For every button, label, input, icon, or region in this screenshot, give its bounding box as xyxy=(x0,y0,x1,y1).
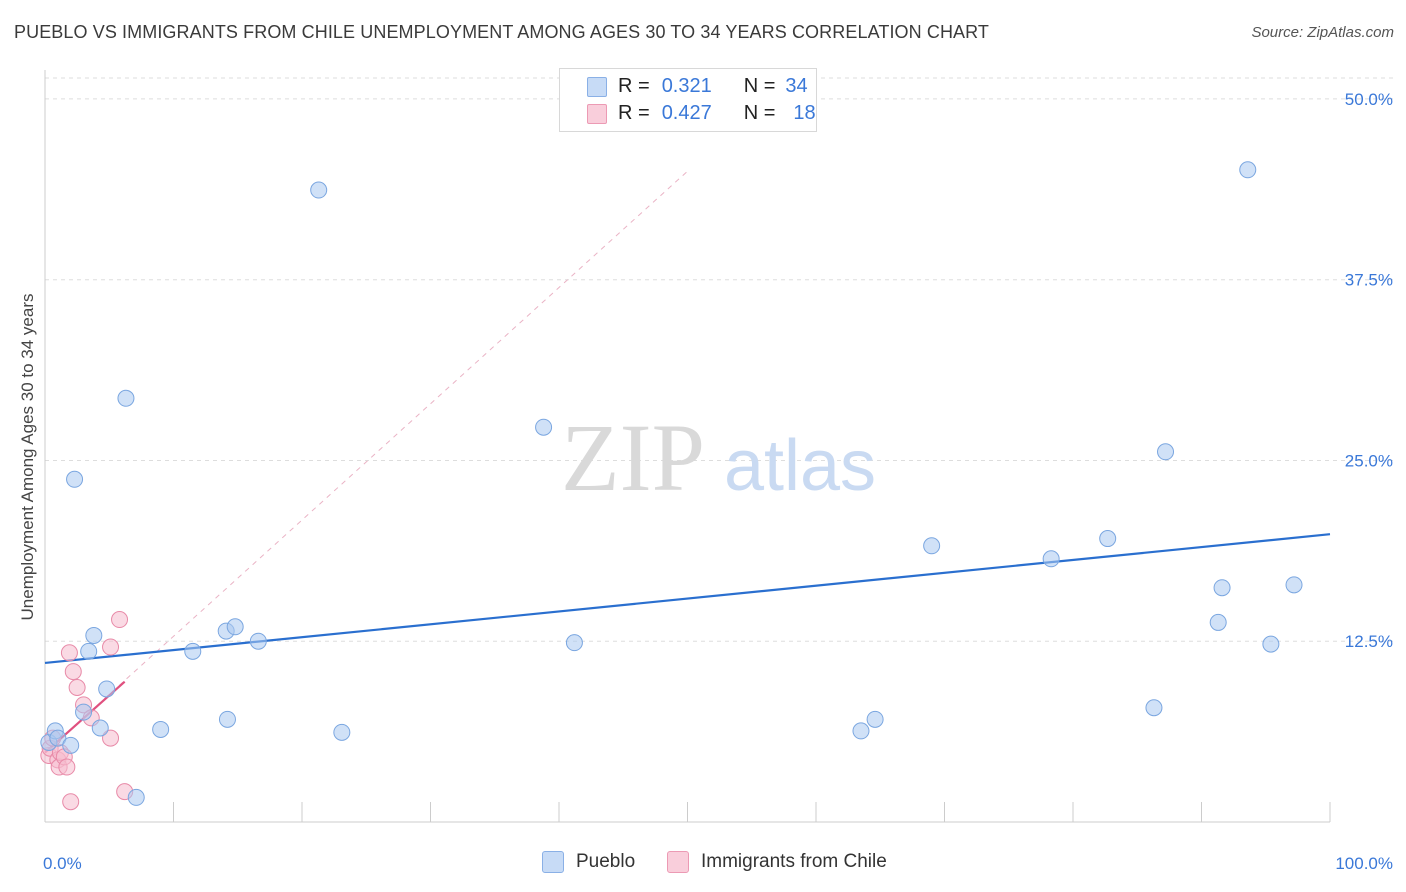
y-tick-label: 25.0% xyxy=(1345,451,1393,470)
y-axis-label: Unemployment Among Ages 30 to 34 years xyxy=(18,293,37,621)
pueblo-point xyxy=(75,703,93,721)
tick-labels: 12.5% 25.0% 37.5% 50.0% 0.0% 100.0% xyxy=(43,90,1393,873)
pueblo-point xyxy=(923,537,941,555)
source-label: Source: ZipAtlas.com xyxy=(1251,24,1394,41)
pueblo-point xyxy=(85,626,103,644)
watermark-zip: ZIP xyxy=(561,404,705,511)
y-tick-label: 50.0% xyxy=(1345,90,1393,109)
chart-title: PUEBLO VS IMMIGRANTS FROM CHILE UNEMPLOY… xyxy=(14,22,990,42)
pueblo-point xyxy=(98,680,116,698)
pueblo-point xyxy=(1042,550,1060,568)
pueblo-swatch xyxy=(587,77,607,97)
chile-trend-extension xyxy=(44,170,688,753)
pueblo-point xyxy=(62,736,80,754)
legend-r-label: R = xyxy=(618,74,650,97)
x-tick-label: 0.0% xyxy=(43,854,82,873)
legend-row-chile: R = 0.427 N = 18 xyxy=(618,100,816,126)
chile-point xyxy=(60,644,78,662)
legend-r-value: 0.321 xyxy=(661,74,712,97)
chile-extended-trend xyxy=(44,170,688,753)
chile-point xyxy=(102,729,120,747)
pueblo-point xyxy=(1262,635,1280,653)
chile-point xyxy=(58,758,76,776)
chile-legend-label: Immigrants from Chile xyxy=(701,851,887,872)
bottom-legend-chile: Immigrants from Chile xyxy=(667,851,887,873)
pueblo-point xyxy=(184,642,202,660)
pueblo-point xyxy=(152,720,170,738)
pueblo-point xyxy=(310,181,328,199)
chile-point xyxy=(111,611,129,629)
pueblo-legend-label: Pueblo xyxy=(576,851,636,872)
pueblo-point xyxy=(1145,699,1163,717)
grid-lines xyxy=(45,77,1394,642)
pueblo-point xyxy=(91,719,109,737)
pueblo-point xyxy=(80,642,98,660)
correlation-legend: R = 0.321 N = 34 R = 0.427 N = 18 xyxy=(559,68,817,132)
chile-legend-swatch xyxy=(667,851,689,873)
watermark-atlas: atlas xyxy=(724,426,876,506)
pueblo-point xyxy=(1099,530,1117,548)
pueblo-point xyxy=(1285,576,1303,594)
bottom-legend-pueblo: Pueblo xyxy=(542,851,635,873)
pueblo-point xyxy=(49,729,67,747)
chile-swatch xyxy=(587,104,607,124)
pueblo-points xyxy=(40,161,1303,806)
chile-point xyxy=(64,663,82,681)
y-tick-label: 37.5% xyxy=(1345,271,1393,290)
pueblo-point xyxy=(535,418,553,436)
pueblo-point xyxy=(1157,443,1175,461)
legend-r-label: R = xyxy=(618,101,650,124)
pueblo-point xyxy=(218,710,236,728)
legend-r-value: 0.427 xyxy=(661,101,712,124)
pueblo-point xyxy=(852,722,870,740)
pueblo-trend-line xyxy=(44,533,1331,665)
pueblo-point xyxy=(866,710,884,728)
pueblo-point xyxy=(249,632,267,650)
axes xyxy=(44,70,1331,823)
chile-point xyxy=(68,679,86,697)
legend-n-label: N = xyxy=(743,101,776,124)
pueblo-point xyxy=(127,788,145,806)
chile-point xyxy=(102,638,120,656)
legend-n-label: N = xyxy=(743,74,776,97)
pueblo-legend-swatch xyxy=(542,851,564,873)
pueblo-point xyxy=(565,634,583,652)
pueblo-point xyxy=(66,470,84,488)
legend-n-value: 34 xyxy=(785,74,808,97)
pueblo-point xyxy=(226,618,244,636)
pueblo-point xyxy=(1213,579,1231,597)
pueblo-point xyxy=(1209,613,1227,631)
pueblo-point xyxy=(117,389,135,407)
pueblo-point xyxy=(1239,161,1257,179)
pueblo-point xyxy=(333,723,351,741)
trend-lines xyxy=(44,533,1331,754)
legend-n-value: 18 xyxy=(793,101,816,124)
watermark: ZIP atlas xyxy=(561,404,876,511)
legend-row-pueblo: R = 0.321 N = 34 xyxy=(618,73,808,99)
y-tick-label: 12.5% xyxy=(1345,632,1393,651)
x-tick-label: 100.0% xyxy=(1335,854,1393,873)
chile-point xyxy=(62,793,80,811)
